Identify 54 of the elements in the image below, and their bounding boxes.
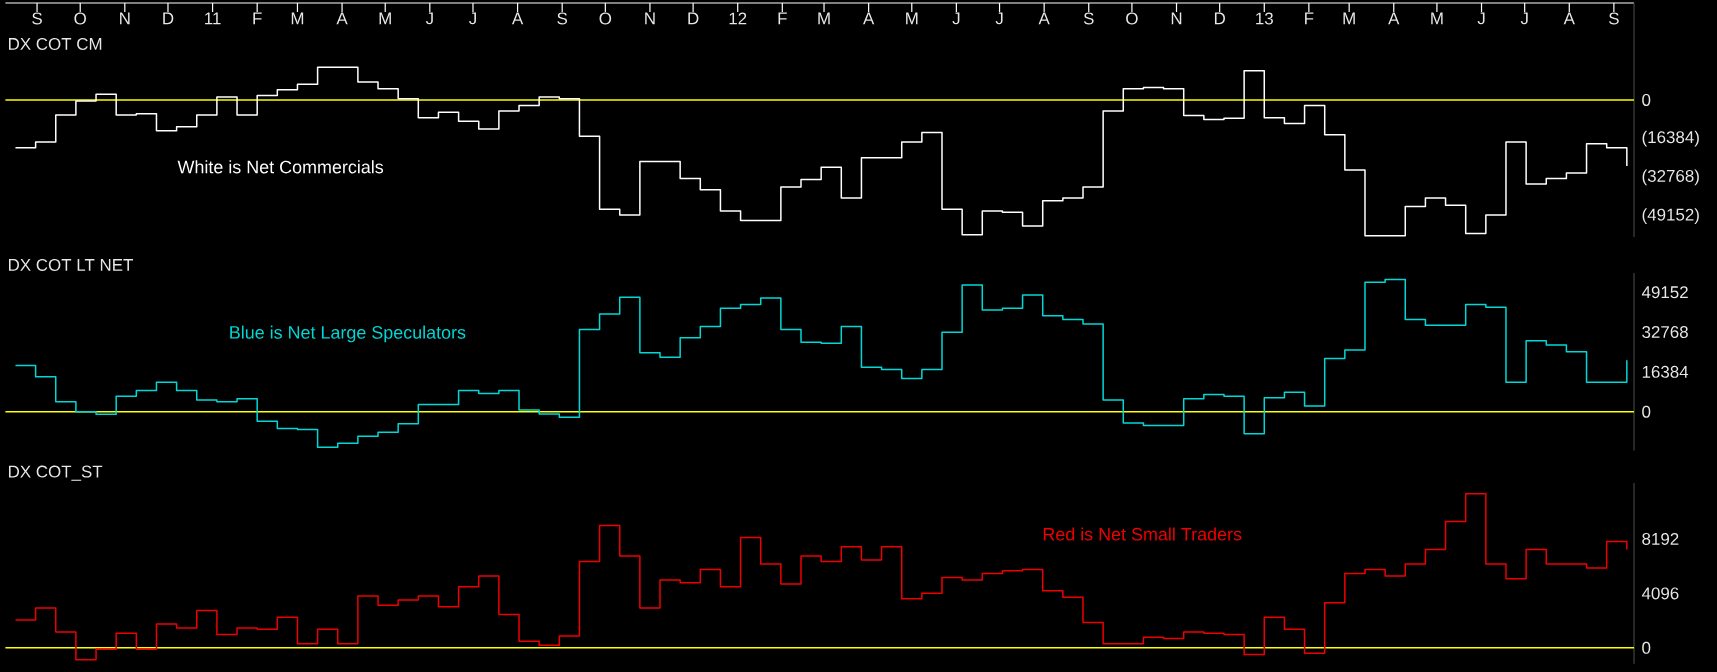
x-tick-label: J [1520,12,1528,25]
x-tick-label: 12 [729,12,747,25]
x-tick-label: N [645,12,655,25]
y-tick-label: 0 [1642,641,1651,654]
x-tick-label: J [952,12,960,25]
x-tick-label: M [1431,12,1443,25]
x-tick-label: J [425,12,433,25]
x-tick-label: J [469,12,476,25]
x-tick-label: D [1214,12,1225,25]
y-tick-label: 32768 [1642,326,1688,339]
x-tick-label: 11 [205,12,221,25]
x-tick-label: S [32,12,42,25]
chart-title: DX COT_ST [8,465,103,481]
x-tick-label: M [818,12,830,25]
x-tick-label: A [1563,12,1575,25]
x-tick-label: M [291,12,304,25]
y-tick-label: 16384 [1642,365,1689,378]
x-tick-label: A [511,12,524,25]
annotation: White is Net Commercials [177,160,384,174]
x-tick-label: N [1171,12,1182,25]
x-tick-label: D [688,12,699,25]
y-tick-label: 0 [1642,405,1651,418]
y-tick-label: 49152 [1641,286,1688,299]
x-tick-label: N [120,12,130,25]
y-tick-label: (49152) [1642,208,1699,224]
annotation: Red is Net Small Traders [1043,527,1242,541]
x-tick-label: S [557,12,568,25]
x-tick-label: M [379,12,391,25]
x-tick-label: J [995,12,1003,25]
x-tick-label: D [163,12,174,25]
x-tick-label: S [1609,12,1619,25]
y-tick-label: 4096 [1641,587,1679,600]
annotation: Blue is Net Large Speculators [230,325,466,343]
y-tick-label: (32768) [1642,169,1699,186]
text: DX COT CM [8,37,102,50]
x-tick-label: A [1388,12,1400,25]
x-tick-label: 13 [1256,12,1273,25]
x-tick-label: O [74,12,86,25]
y-tick-label: 8192 [1642,532,1679,545]
x-tick-label: J [1477,12,1485,25]
x-tick-label: F [778,12,787,25]
x-tick-label: A [863,12,875,25]
chart-title: DX COT LT NET [8,258,133,271]
y-tick-label: (16384) [1642,130,1699,147]
x-tick-label: O [599,12,612,25]
x-tick-label: F [253,12,262,25]
y-tick-label: 0 [1642,93,1651,106]
x-tick-label: A [336,12,348,25]
x-tick-label: F [1305,12,1314,25]
x-tick-label: M [1343,12,1355,25]
x-tick-label: M [906,12,918,25]
x-tick-label: A [1038,12,1050,25]
x-tick-label: O [1126,12,1138,25]
x-tick-label: S [1083,12,1094,25]
